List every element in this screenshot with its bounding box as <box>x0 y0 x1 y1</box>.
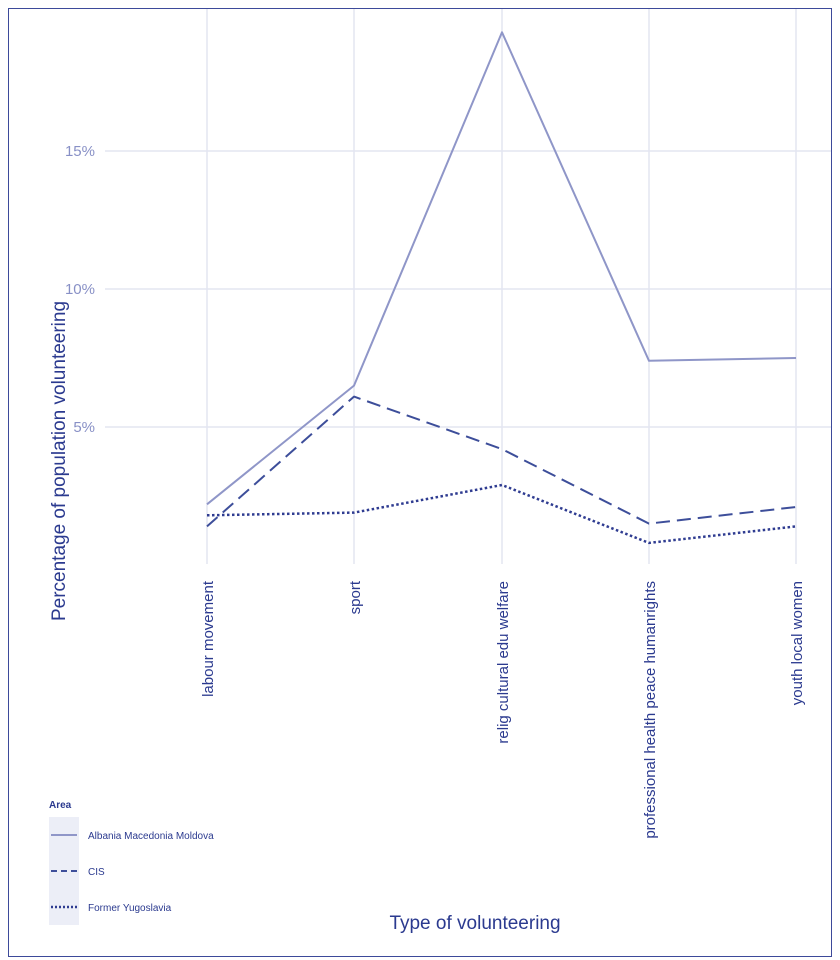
line-chart: 5% 10% 15% labour movement sport relig cultu… <box>49 9 831 934</box>
chart-frame: 5% 10% 15% labour movement sport relig cultu… <box>8 8 832 957</box>
series-line-cis <box>206 395 797 528</box>
x-tick-label: relig cultural edu welfare <box>495 581 512 744</box>
legend-label: Former Yugoslavia <box>88 903 172 914</box>
x-tick-label: youth local women <box>789 581 806 705</box>
legend-label: Albania Macedonia Moldova <box>88 831 214 842</box>
y-tick-label: 5% <box>73 419 95 436</box>
legend-title: Area <box>49 800 72 811</box>
y-tick-label: 10% <box>65 281 95 298</box>
x-axis-ticks: labour movement sport relig cultural edu w… <box>200 580 806 838</box>
series-lines <box>206 31 797 545</box>
series-line-albania-macedonia-moldova <box>206 31 797 506</box>
legend: Area Albania Macedonia Moldova CIS Former … <box>49 800 214 925</box>
x-tick-label: sport <box>347 580 364 614</box>
y-tick-label: 15% <box>65 143 95 160</box>
legend-label: CIS <box>88 867 105 878</box>
x-tick-label: professional health peace humanrights <box>642 581 659 839</box>
gridlines <box>105 9 831 564</box>
x-tick-label: labour movement <box>200 580 217 697</box>
y-axis-ticks: 5% 10% 15% <box>65 143 95 436</box>
y-axis-title: Percentage of population volunteering <box>49 301 70 621</box>
x-axis-title: Type of volunteering <box>389 913 560 934</box>
